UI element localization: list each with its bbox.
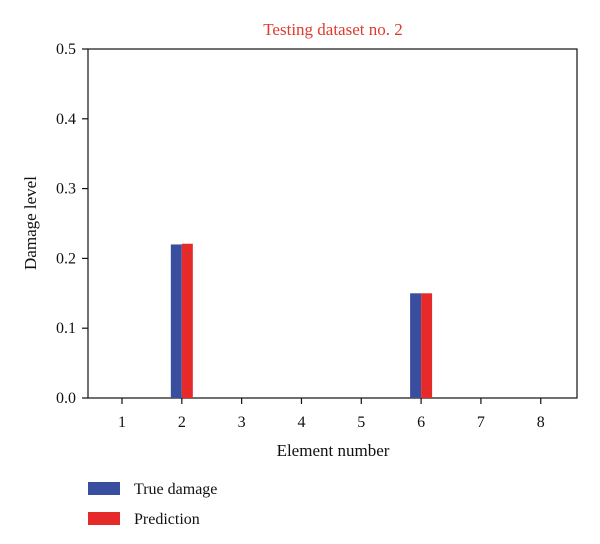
y-tick-label: 0.3 [56,181,76,198]
x-tick-label: 7 [477,414,485,431]
x-tick-label: 1 [118,414,126,431]
bars [170,243,433,398]
y-tick-label: 0.5 [56,41,76,58]
y-tick-label: 0.2 [56,250,76,267]
x-tick-label: 6 [417,414,425,431]
legend-label: True damage [134,481,217,498]
bar-true-damage [410,293,422,398]
x-axis-ticks: 1 2 3 4 5 6 7 8 [118,398,545,431]
legend: True damage Prediction [88,481,217,528]
bar-true-damage [170,244,182,398]
chart-title: Testing dataset no. 2 [263,20,403,39]
plot-frame [87,48,578,399]
bar-prediction [421,293,433,398]
y-axis-ticks: 0.0 0.1 0.2 0.3 0.4 0.5 [56,41,88,407]
x-tick-label: 3 [238,414,246,431]
bar-prediction [181,243,193,398]
y-tick-label: 0.0 [56,390,76,407]
x-tick-label: 5 [357,414,365,431]
x-tick-label: 8 [537,414,545,431]
x-tick-label: 2 [178,414,186,431]
x-tick-label: 4 [297,414,305,431]
y-tick-label: 0.1 [56,320,76,337]
legend-swatch [88,482,120,495]
legend-swatch [88,512,120,525]
y-tick-label: 0.4 [56,111,76,128]
legend-label: Prediction [134,511,200,528]
y-axis-label: Damage level [21,176,40,270]
x-axis-label: Element number [277,441,390,460]
